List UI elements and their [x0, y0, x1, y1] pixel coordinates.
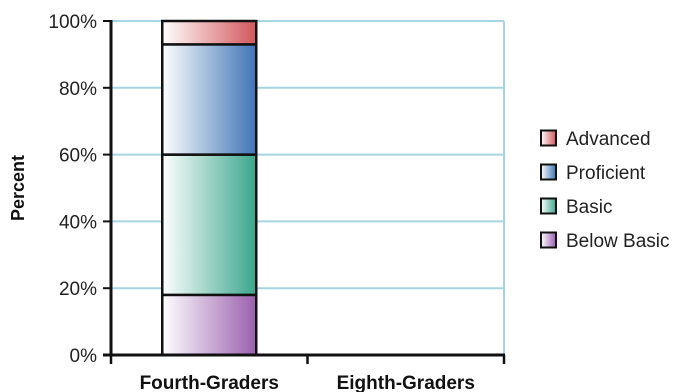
y-tick-label: 80%: [59, 79, 97, 100]
legend-swatch: [540, 163, 557, 181]
legend-swatch: [540, 231, 557, 249]
category-labels: Fourth-Graders Eighth-Graders: [140, 373, 475, 392]
bars: [161, 19, 258, 357]
category-label: Eighth-Graders: [337, 373, 475, 392]
y-tick-labels: 0% 20% 40% 60% 80% 100%: [48, 12, 97, 367]
bar-segment-below-basic: [161, 293, 258, 357]
legend-label: Below Basic: [566, 231, 670, 252]
y-tick-label: 100%: [48, 12, 97, 33]
y-tick-label: 60%: [59, 146, 97, 167]
legend-swatch: [540, 197, 557, 215]
bar-segment-proficient: [161, 43, 258, 156]
bar-segment-basic: [161, 153, 258, 297]
legend-swatch: [540, 129, 557, 147]
bar-segment-advanced: [161, 19, 258, 46]
axes: [103, 20, 506, 364]
category-label: Fourth-Graders: [140, 373, 279, 392]
legend: Advanced Proficient Basic Below Basic: [540, 129, 670, 252]
y-axis-title: Percent: [8, 155, 28, 221]
legend-label: Basic: [566, 197, 612, 218]
y-tick-label: 40%: [59, 212, 97, 233]
legend-label: Proficient: [566, 163, 646, 184]
y-tick-label: 20%: [59, 279, 97, 300]
legend-label: Advanced: [566, 129, 651, 150]
y-tick-label: 0%: [70, 346, 98, 367]
